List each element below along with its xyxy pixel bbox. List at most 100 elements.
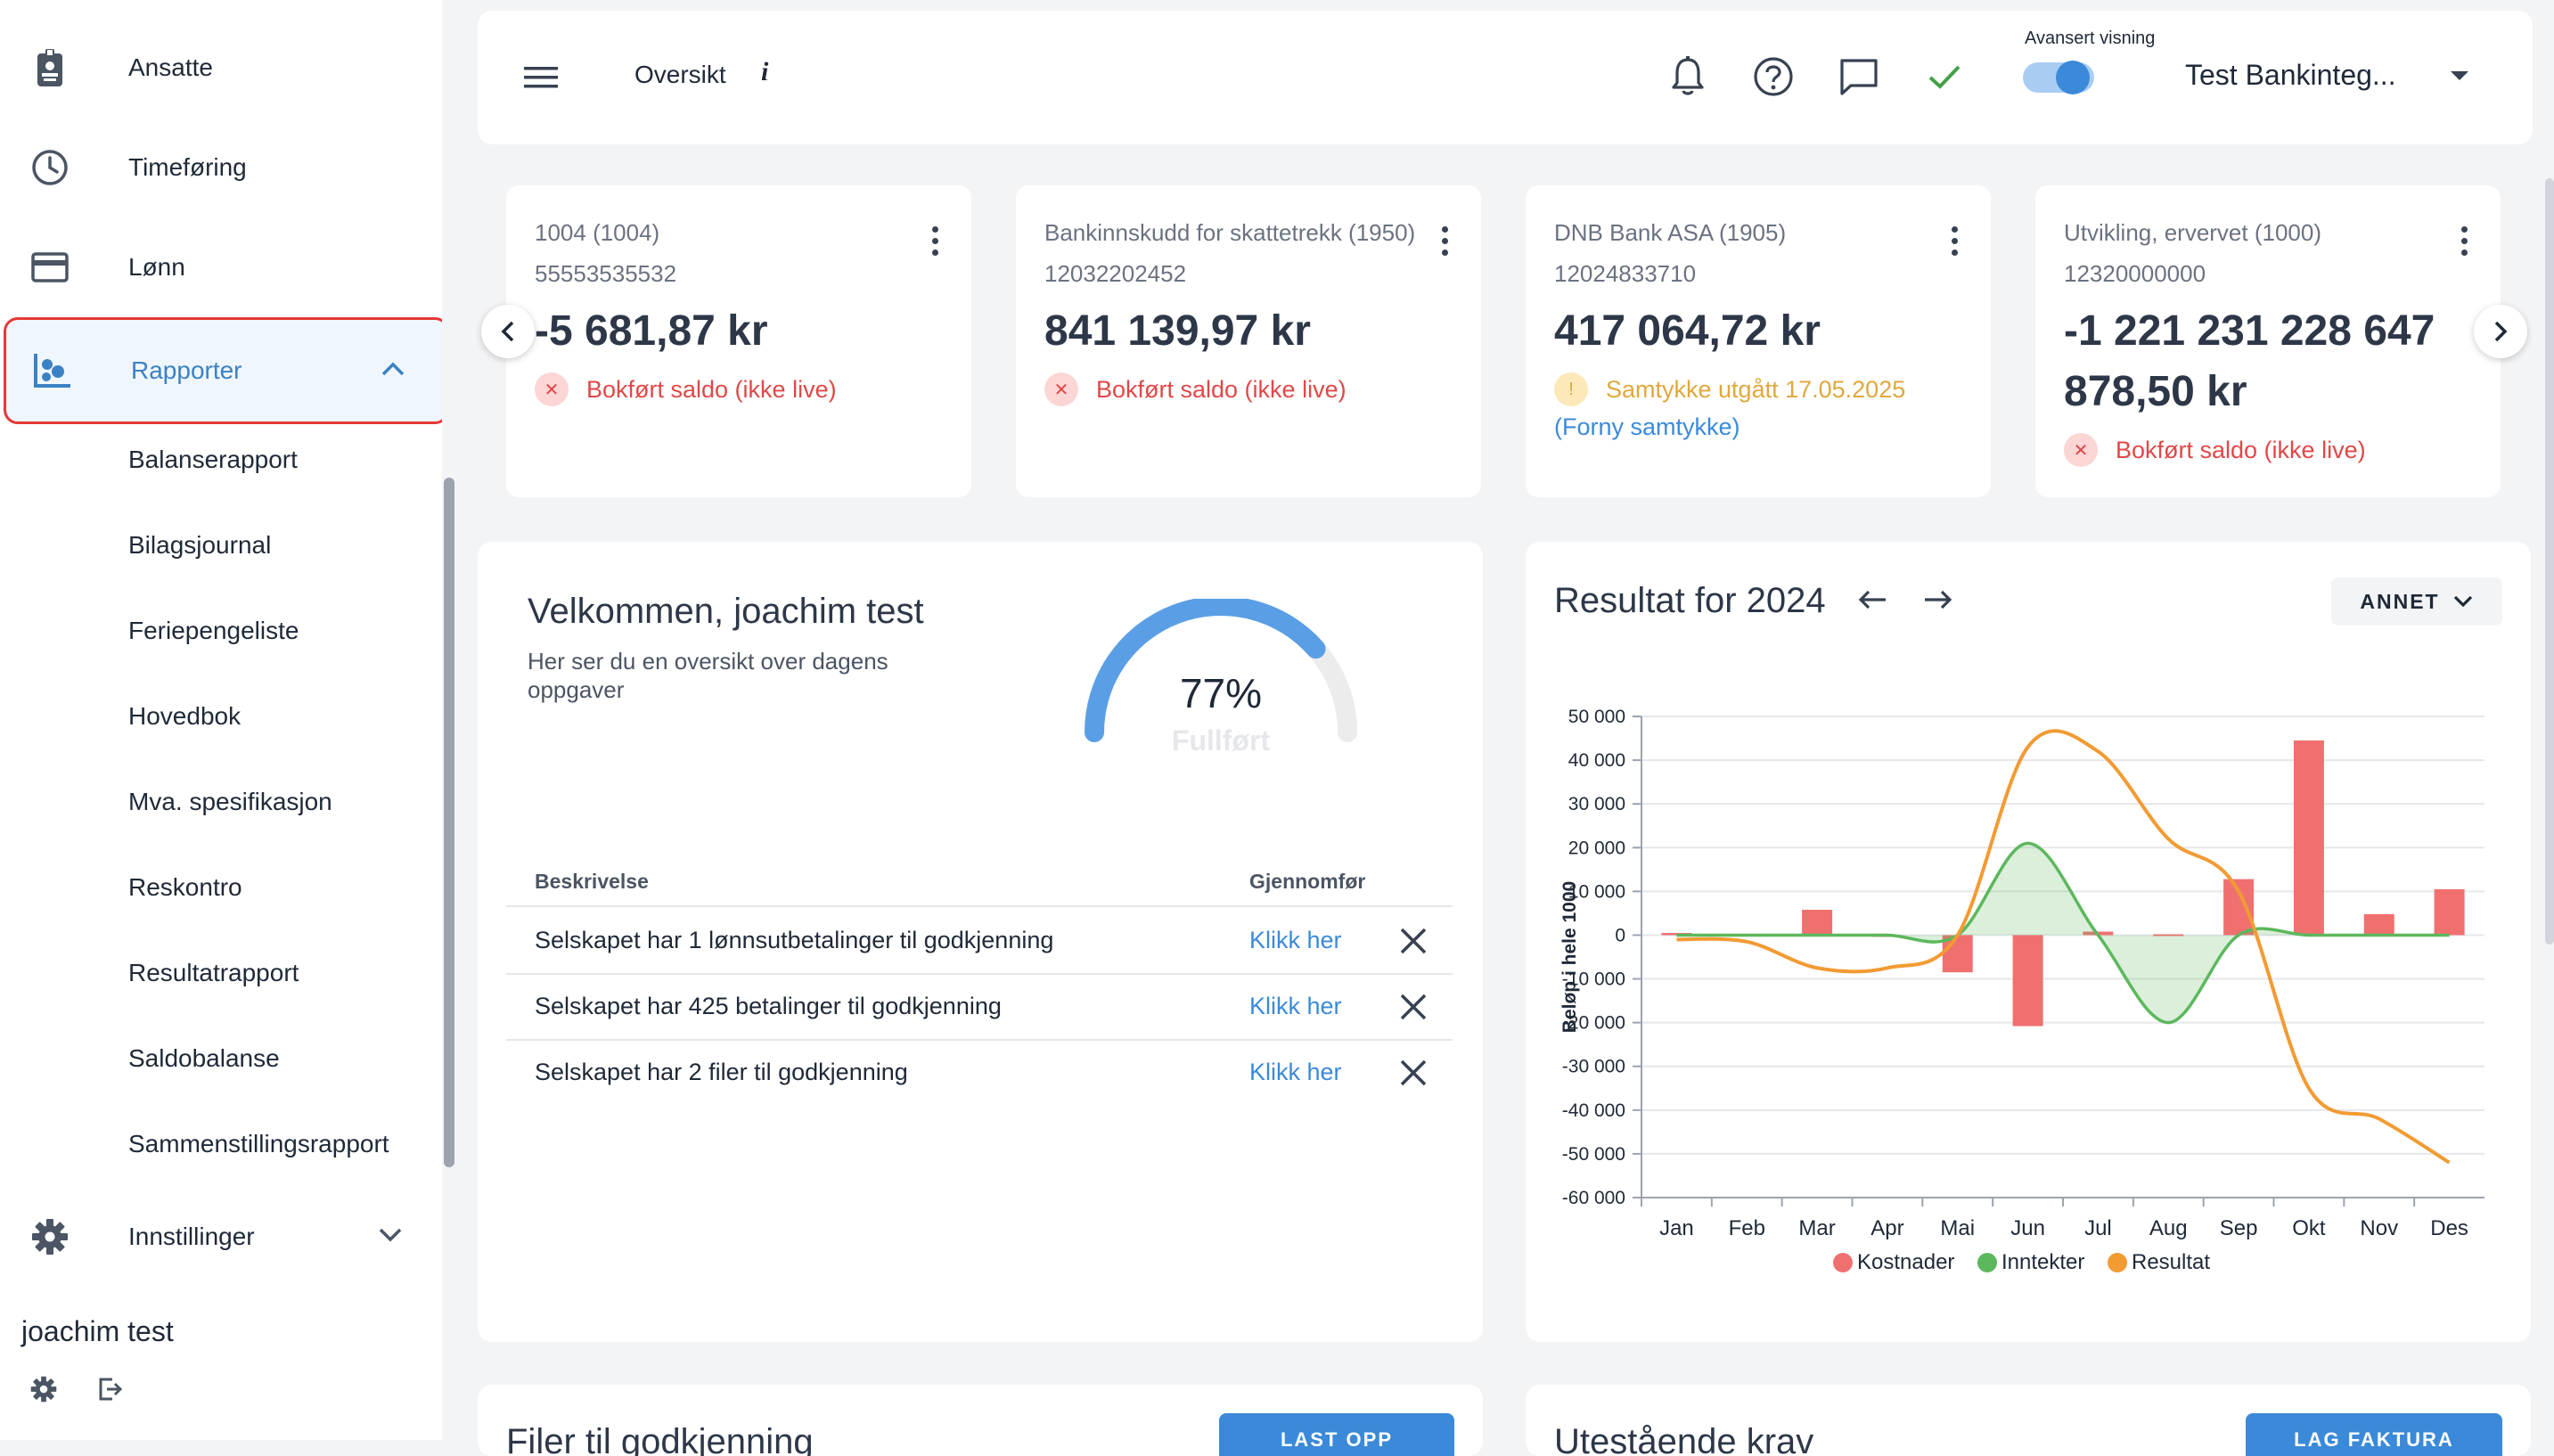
create-invoice-button[interactable]: LAG FAKTURA <box>2246 1413 2502 1456</box>
carousel-next-button[interactable] <box>2474 305 2527 358</box>
sidebar-subitem-bilagsjournal[interactable]: Bilagsjournal <box>128 519 271 572</box>
checkmark-icon[interactable] <box>1923 55 1966 98</box>
main-scrollbar[interactable] <box>2545 178 2554 945</box>
account-status-text: Bokført saldo (ikke live) <box>1096 376 1347 404</box>
info-icon[interactable]: i <box>761 57 768 87</box>
chevron-down-icon <box>2452 594 2474 609</box>
sidebar-item-rapporter[interactable]: Rapporter <box>4 317 449 424</box>
sidebar-subitem-feriepengeliste[interactable]: Feriepengeliste <box>128 604 299 658</box>
y-tick-label: 50 000 <box>1568 707 1625 727</box>
more-vert-icon[interactable] <box>932 226 941 261</box>
gear-icon <box>30 1217 70 1256</box>
outstanding-claims-title: Utestående krav <box>1554 1422 1813 1456</box>
account-card[interactable]: 1004 (1004) 55553535532 -5 681,87 kr ✕ B… <box>506 185 971 497</box>
y-axis-label: Beløp i hele 1000 <box>1559 881 1580 1033</box>
legend-marker <box>2108 1253 2127 1272</box>
bar-kostnader <box>2435 889 2465 936</box>
sidebar-item-label: Innstillinger <box>128 1223 255 1251</box>
x-tick-label: Sep <box>2220 1216 2258 1240</box>
user-settings-gear-icon[interactable] <box>30 1376 57 1407</box>
sidebar-item-label: Timeføring <box>128 153 247 182</box>
hamburger-menu-icon[interactable] <box>522 64 560 95</box>
table-header: Beskrivelse Gjennomfør <box>506 847 1453 907</box>
error-x-icon: ✕ <box>1044 372 1078 406</box>
filter-dropdown-label: ANNET <box>2360 590 2439 614</box>
id-badge-icon <box>30 48 70 87</box>
legend-marker <box>1977 1253 1997 1272</box>
more-vert-icon[interactable] <box>2461 226 2470 261</box>
more-vert-icon[interactable] <box>1442 226 1451 261</box>
sidebar-subitem-sammenstillingsrapport[interactable]: Sammenstillingsrapport <box>128 1117 389 1171</box>
sidebar-subitem-mva-spesifikasjon[interactable]: Mva. spesifikasjon <box>128 775 332 829</box>
account-balance: -1 221 231 228 647 878,50 kr <box>2064 301 2483 422</box>
x-tick-label: Des <box>2430 1216 2468 1240</box>
task-action-link[interactable]: Klikk her <box>1249 1059 1342 1086</box>
sidebar-item-timeforing[interactable]: Timeføring <box>0 118 442 217</box>
sidebar-subitem-resultatrapport[interactable]: Resultatrapport <box>128 946 299 1000</box>
renew-consent-link[interactable]: (Forny samtykke) <box>1554 413 1740 441</box>
outstanding-claims-card: Utestående krav LAG FAKTURA <box>1526 1385 2531 1456</box>
y-tick-label: -60 000 <box>1562 1188 1625 1208</box>
x-tick-label: Nov <box>2360 1216 2398 1240</box>
task-action-link[interactable]: Klikk her <box>1249 993 1342 1020</box>
bar-kostnader <box>2294 740 2324 935</box>
account-card[interactable]: Bankinnskudd for skattetrekk (1950) 1203… <box>1016 185 1481 497</box>
account-name: DNB Bank ASA (1905) <box>1554 219 1786 247</box>
bell-icon[interactable] <box>1666 55 1709 98</box>
user-name: joachim test <box>21 1315 174 1348</box>
bar-kostnader <box>1802 910 1832 935</box>
company-selector[interactable]: Test Bankinteg... <box>2185 59 2396 92</box>
filter-dropdown-button[interactable]: ANNET <box>2331 577 2502 626</box>
upload-button[interactable]: LAST OPP <box>1219 1413 1454 1456</box>
account-balance: -5 681,87 kr <box>535 301 954 362</box>
task-description: Selskapet har 2 filer til godkjenning <box>535 1059 908 1086</box>
legend-label: Inntekter <box>2001 1250 2084 1274</box>
caret-down-icon[interactable] <box>2449 70 2470 86</box>
sidebar-subitem-saldobalanse[interactable]: Saldobalanse <box>128 1032 280 1085</box>
x-tick-label: Apr <box>1870 1216 1903 1240</box>
account-card[interactable]: DNB Bank ASA (1905) 12024833710 417 064,… <box>1526 185 1991 497</box>
warning-icon: ! <box>1554 372 1588 406</box>
logout-icon[interactable] <box>96 1376 123 1407</box>
account-balance: 417 064,72 kr <box>1554 301 1973 362</box>
close-icon[interactable] <box>1397 1057 1429 1089</box>
page-title: Oversikt <box>634 61 726 89</box>
carousel-prev-button[interactable] <box>481 305 535 358</box>
top-header: Oversikt i Avansert visning Test Bankint… <box>478 11 2533 144</box>
task-description: Selskapet har 425 betalinger til godkjen… <box>535 993 1002 1020</box>
x-tick-label: Okt <box>2292 1216 2326 1240</box>
line-resultat <box>1676 731 2449 1162</box>
account-name: Bankinnskudd for skattetrekk (1950) <box>1044 219 1415 247</box>
sidebar-item-ansatte[interactable]: Ansatte <box>0 18 442 118</box>
account-status: ! Samtykke utgått 17.05.2025 <box>1554 372 1905 406</box>
arrow-right-icon[interactable] <box>1923 588 1953 616</box>
clock-icon <box>30 148 70 187</box>
account-status-text: Bokført saldo (ikke live) <box>586 376 837 404</box>
chat-icon[interactable] <box>1838 55 1880 98</box>
credit-card-icon <box>30 248 70 287</box>
close-icon[interactable] <box>1397 991 1429 1023</box>
more-vert-icon[interactable] <box>1952 226 1961 261</box>
sidebar-subitem-hovedbok[interactable]: Hovedbok <box>128 690 241 743</box>
help-icon[interactable] <box>1752 55 1795 98</box>
sidebar-scrollbar-thumb[interactable] <box>444 478 454 1167</box>
arrow-left-icon[interactable] <box>1857 588 1887 616</box>
y-tick-label: 40 000 <box>1568 750 1625 771</box>
sidebar-subitem-reskontro[interactable]: Reskontro <box>128 861 242 914</box>
close-icon[interactable] <box>1397 925 1429 957</box>
advanced-view-toggle[interactable] <box>2019 57 2098 98</box>
welcome-card: Velkommen, joachim test Her ser du en ov… <box>478 542 1483 1342</box>
sidebar-item-lonn[interactable]: Lønn <box>0 217 442 317</box>
account-balance: 841 139,97 kr <box>1044 301 1463 362</box>
y-tick-label: -40 000 <box>1562 1100 1625 1121</box>
x-tick-label: Mar <box>1798 1216 1835 1240</box>
x-tick-label: Feb <box>1729 1216 1765 1240</box>
progress-gauge: 77% Fullført <box>1078 599 1363 777</box>
sidebar-item-label: Lønn <box>128 253 185 282</box>
column-header-action: Gjennomfør <box>1249 870 1365 894</box>
account-card[interactable]: Utvikling, ervervet (1000) 12320000000 -… <box>2035 185 2501 497</box>
sidebar-subitem-balanserapport[interactable]: Balanserapport <box>128 433 298 487</box>
task-action-link[interactable]: Klikk her <box>1249 927 1342 954</box>
sidebar-item-innstillinger[interactable]: Innstillinger <box>0 1187 442 1287</box>
area-inntekter-fill <box>1676 843 2449 1022</box>
